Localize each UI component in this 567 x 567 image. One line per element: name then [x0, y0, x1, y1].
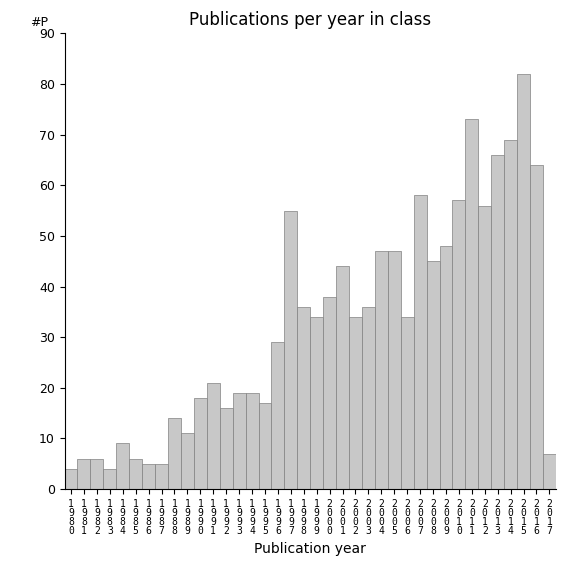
Bar [246, 393, 259, 489]
Bar [168, 418, 181, 489]
Bar [362, 307, 375, 489]
X-axis label: Publication year: Publication year [254, 542, 366, 556]
Bar [285, 210, 297, 489]
Bar [90, 459, 103, 489]
Bar [116, 443, 129, 489]
Bar [194, 398, 207, 489]
Bar [219, 408, 232, 489]
Bar [426, 261, 439, 489]
Bar [479, 206, 491, 489]
Bar [466, 120, 479, 489]
Bar [310, 317, 323, 489]
Bar [543, 454, 556, 489]
Bar [181, 433, 194, 489]
Bar [103, 469, 116, 489]
Bar [323, 297, 336, 489]
Bar [297, 307, 310, 489]
Bar [272, 342, 285, 489]
Bar [375, 251, 388, 489]
Bar [129, 459, 142, 489]
Bar [232, 393, 246, 489]
Bar [439, 246, 452, 489]
Bar [142, 464, 155, 489]
Text: #P: #P [30, 16, 48, 29]
Bar [452, 201, 466, 489]
Bar [517, 74, 530, 489]
Bar [530, 165, 543, 489]
Bar [491, 155, 504, 489]
Bar [401, 317, 414, 489]
Bar [414, 196, 426, 489]
Bar [78, 459, 90, 489]
Bar [504, 139, 517, 489]
Bar [336, 266, 349, 489]
Bar [259, 403, 272, 489]
Bar [155, 464, 168, 489]
Bar [207, 383, 219, 489]
Bar [388, 251, 401, 489]
Bar [65, 469, 78, 489]
Title: Publications per year in class: Publications per year in class [189, 11, 431, 29]
Bar [349, 317, 362, 489]
